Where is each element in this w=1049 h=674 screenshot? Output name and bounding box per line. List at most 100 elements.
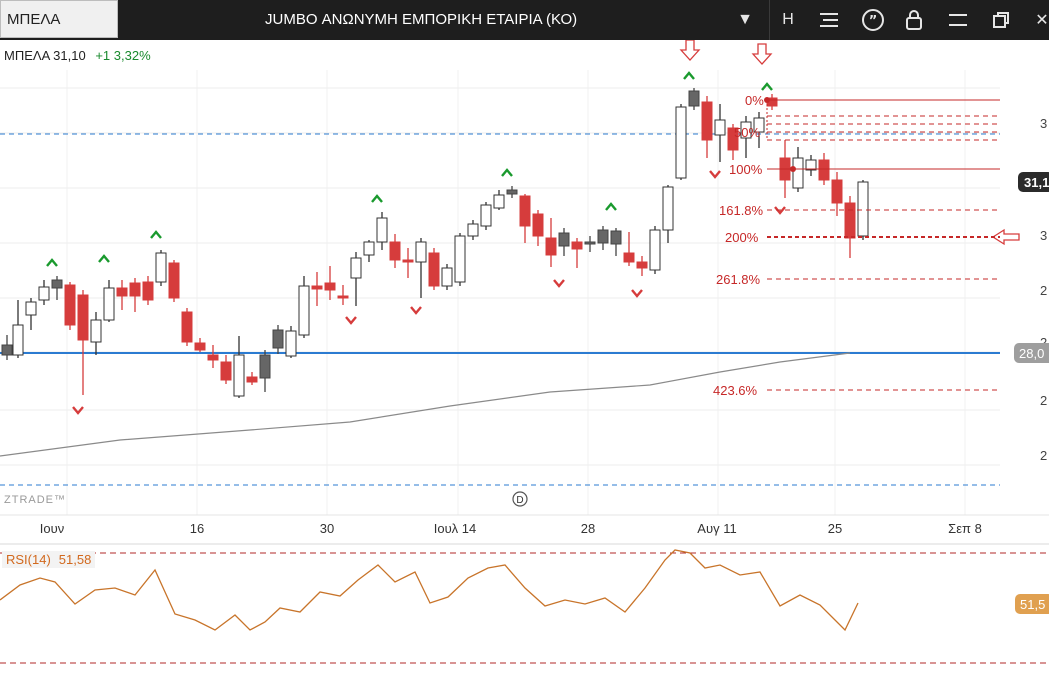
candle-body <box>662 186 674 231</box>
rsi-name: RSI(14) <box>6 552 51 567</box>
buy-signal-icon <box>683 71 695 80</box>
x-tick-label: Σεπ 8 <box>948 521 982 536</box>
candle-body <box>1 344 13 356</box>
window-icon[interactable] <box>983 0 1019 40</box>
target-arrow-icon <box>751 43 773 65</box>
quote-symbol: ΜΠΕΛΑ <box>4 48 50 63</box>
sell-signal-icon <box>774 206 786 215</box>
y-tick-label: 2 <box>1040 393 1047 408</box>
candle-body <box>701 101 713 141</box>
candle-body <box>311 285 323 290</box>
candle-body <box>194 342 206 351</box>
sell-signal-icon <box>553 279 565 288</box>
candle-body <box>727 127 739 151</box>
candle-body <box>415 241 427 263</box>
ma-price-text: 28,0 <box>1019 346 1044 361</box>
candle-body <box>545 237 557 256</box>
candle-body <box>441 267 453 287</box>
lock-icon[interactable] <box>896 0 932 40</box>
candle-body <box>298 285 310 336</box>
indicators-icon[interactable] <box>811 0 847 40</box>
close-icon[interactable]: ✕ <box>1035 12 1049 29</box>
candle-body <box>259 354 271 379</box>
fib-level-label: 50% <box>734 125 760 140</box>
x-tick-label: Ιουν <box>40 521 64 536</box>
x-tick-label: 25 <box>828 521 842 536</box>
target-arrow-icon <box>679 40 701 61</box>
sell-signal-icon <box>631 289 643 298</box>
candle-body <box>532 213 544 237</box>
candle-body <box>688 90 700 107</box>
candle-body <box>402 259 414 263</box>
fib-level-label: 0% <box>745 93 764 108</box>
candle-body <box>649 229 661 271</box>
quote-last: 31,10 <box>53 48 86 63</box>
candle-body <box>129 282 141 297</box>
rsi-value: 51,58 <box>58 552 92 567</box>
chart-lines <box>0 133 1000 486</box>
candle-body <box>363 241 375 256</box>
rsi-badge-text: 51,5 <box>1020 597 1045 612</box>
menu-icon[interactable] <box>940 0 976 40</box>
sell-signal-icon <box>345 316 357 325</box>
toolbar-divider <box>769 0 770 40</box>
symbol-text: ΜΠΕΛΑ <box>7 11 61 28</box>
candle-body <box>740 121 752 139</box>
candle-body <box>207 354 219 361</box>
candle-body <box>51 279 63 289</box>
ma-price-badge <box>1014 343 1049 363</box>
price-chart[interactable]: 0%50%100%161.8%200%261.8%423.6% Ιουν 16 30… <box>0 40 1049 674</box>
buy-signal-icon <box>761 82 773 91</box>
rsi-line <box>0 549 859 632</box>
quote-header: ΜΠΕΛΑ 31,10 +1 3,32% <box>0 46 155 72</box>
candle-body <box>844 202 856 239</box>
buy-signal-icon <box>98 254 110 263</box>
candle-body <box>103 287 115 321</box>
candle-body <box>493 194 505 209</box>
candle-body <box>181 311 193 343</box>
buy-signal-icon <box>150 230 162 239</box>
fib-level-label: 200% <box>725 230 759 245</box>
buy-signal-icon <box>46 258 58 267</box>
buy-signal-icon <box>605 202 617 211</box>
candle-body <box>857 181 869 237</box>
candle-body <box>753 117 765 133</box>
signal-markers <box>46 40 1020 415</box>
y-tick-label: 2 <box>1040 335 1047 350</box>
candle-body <box>467 223 479 237</box>
candle-body <box>389 241 401 261</box>
candle-body <box>428 252 440 287</box>
target-arrow-icon <box>991 228 1020 246</box>
last-price-badge <box>1018 172 1049 192</box>
fib-level-label: 100% <box>729 162 763 177</box>
x-tick-label: Αυγ 11 <box>697 521 736 536</box>
candle-body <box>480 204 492 227</box>
rsi-panel: 51,5 <box>0 543 1049 664</box>
buy-signal-icon <box>501 168 513 177</box>
candle-body <box>324 282 336 291</box>
chevron-down-icon[interactable]: ▼ <box>737 11 753 28</box>
x-tick-label: 30 <box>320 521 334 536</box>
candle-body <box>454 235 466 283</box>
candle-body <box>142 281 154 301</box>
candles <box>1 88 869 398</box>
candle-body <box>519 195 531 227</box>
candle-body <box>506 189 518 195</box>
x-tick-label: Ιουλ 14 <box>434 521 477 536</box>
candle-body <box>831 179 843 204</box>
x-axis: Ιουν 16 30 Ιουλ 14 28 Αυγ 11 25 Σεπ 8 <box>0 514 1049 536</box>
interval-button[interactable]: H <box>782 11 794 28</box>
instrument-title: JUMBO ΑΝΩΝΥΜΗ ΕΜΠΟΡΙΚΗ ΕΤΑΙΡΙΑ (ΚΟ) <box>265 11 578 28</box>
candle-body <box>233 354 245 397</box>
x-tick-label: 16 <box>190 521 204 536</box>
fib-level-label: 161.8% <box>719 203 764 218</box>
candle-body <box>155 252 167 283</box>
quote-icon[interactable]: ” <box>855 0 891 40</box>
candle-body <box>571 241 583 250</box>
candle-body <box>597 229 609 244</box>
rsi-label: RSI(14) 51,58 <box>2 551 96 568</box>
y-tick-label: 2 <box>1040 283 1047 298</box>
symbol-input[interactable]: ΜΠΕΛΑ <box>0 0 118 38</box>
y-tick-label: 3 <box>1040 228 1047 243</box>
candle-body <box>558 232 570 247</box>
